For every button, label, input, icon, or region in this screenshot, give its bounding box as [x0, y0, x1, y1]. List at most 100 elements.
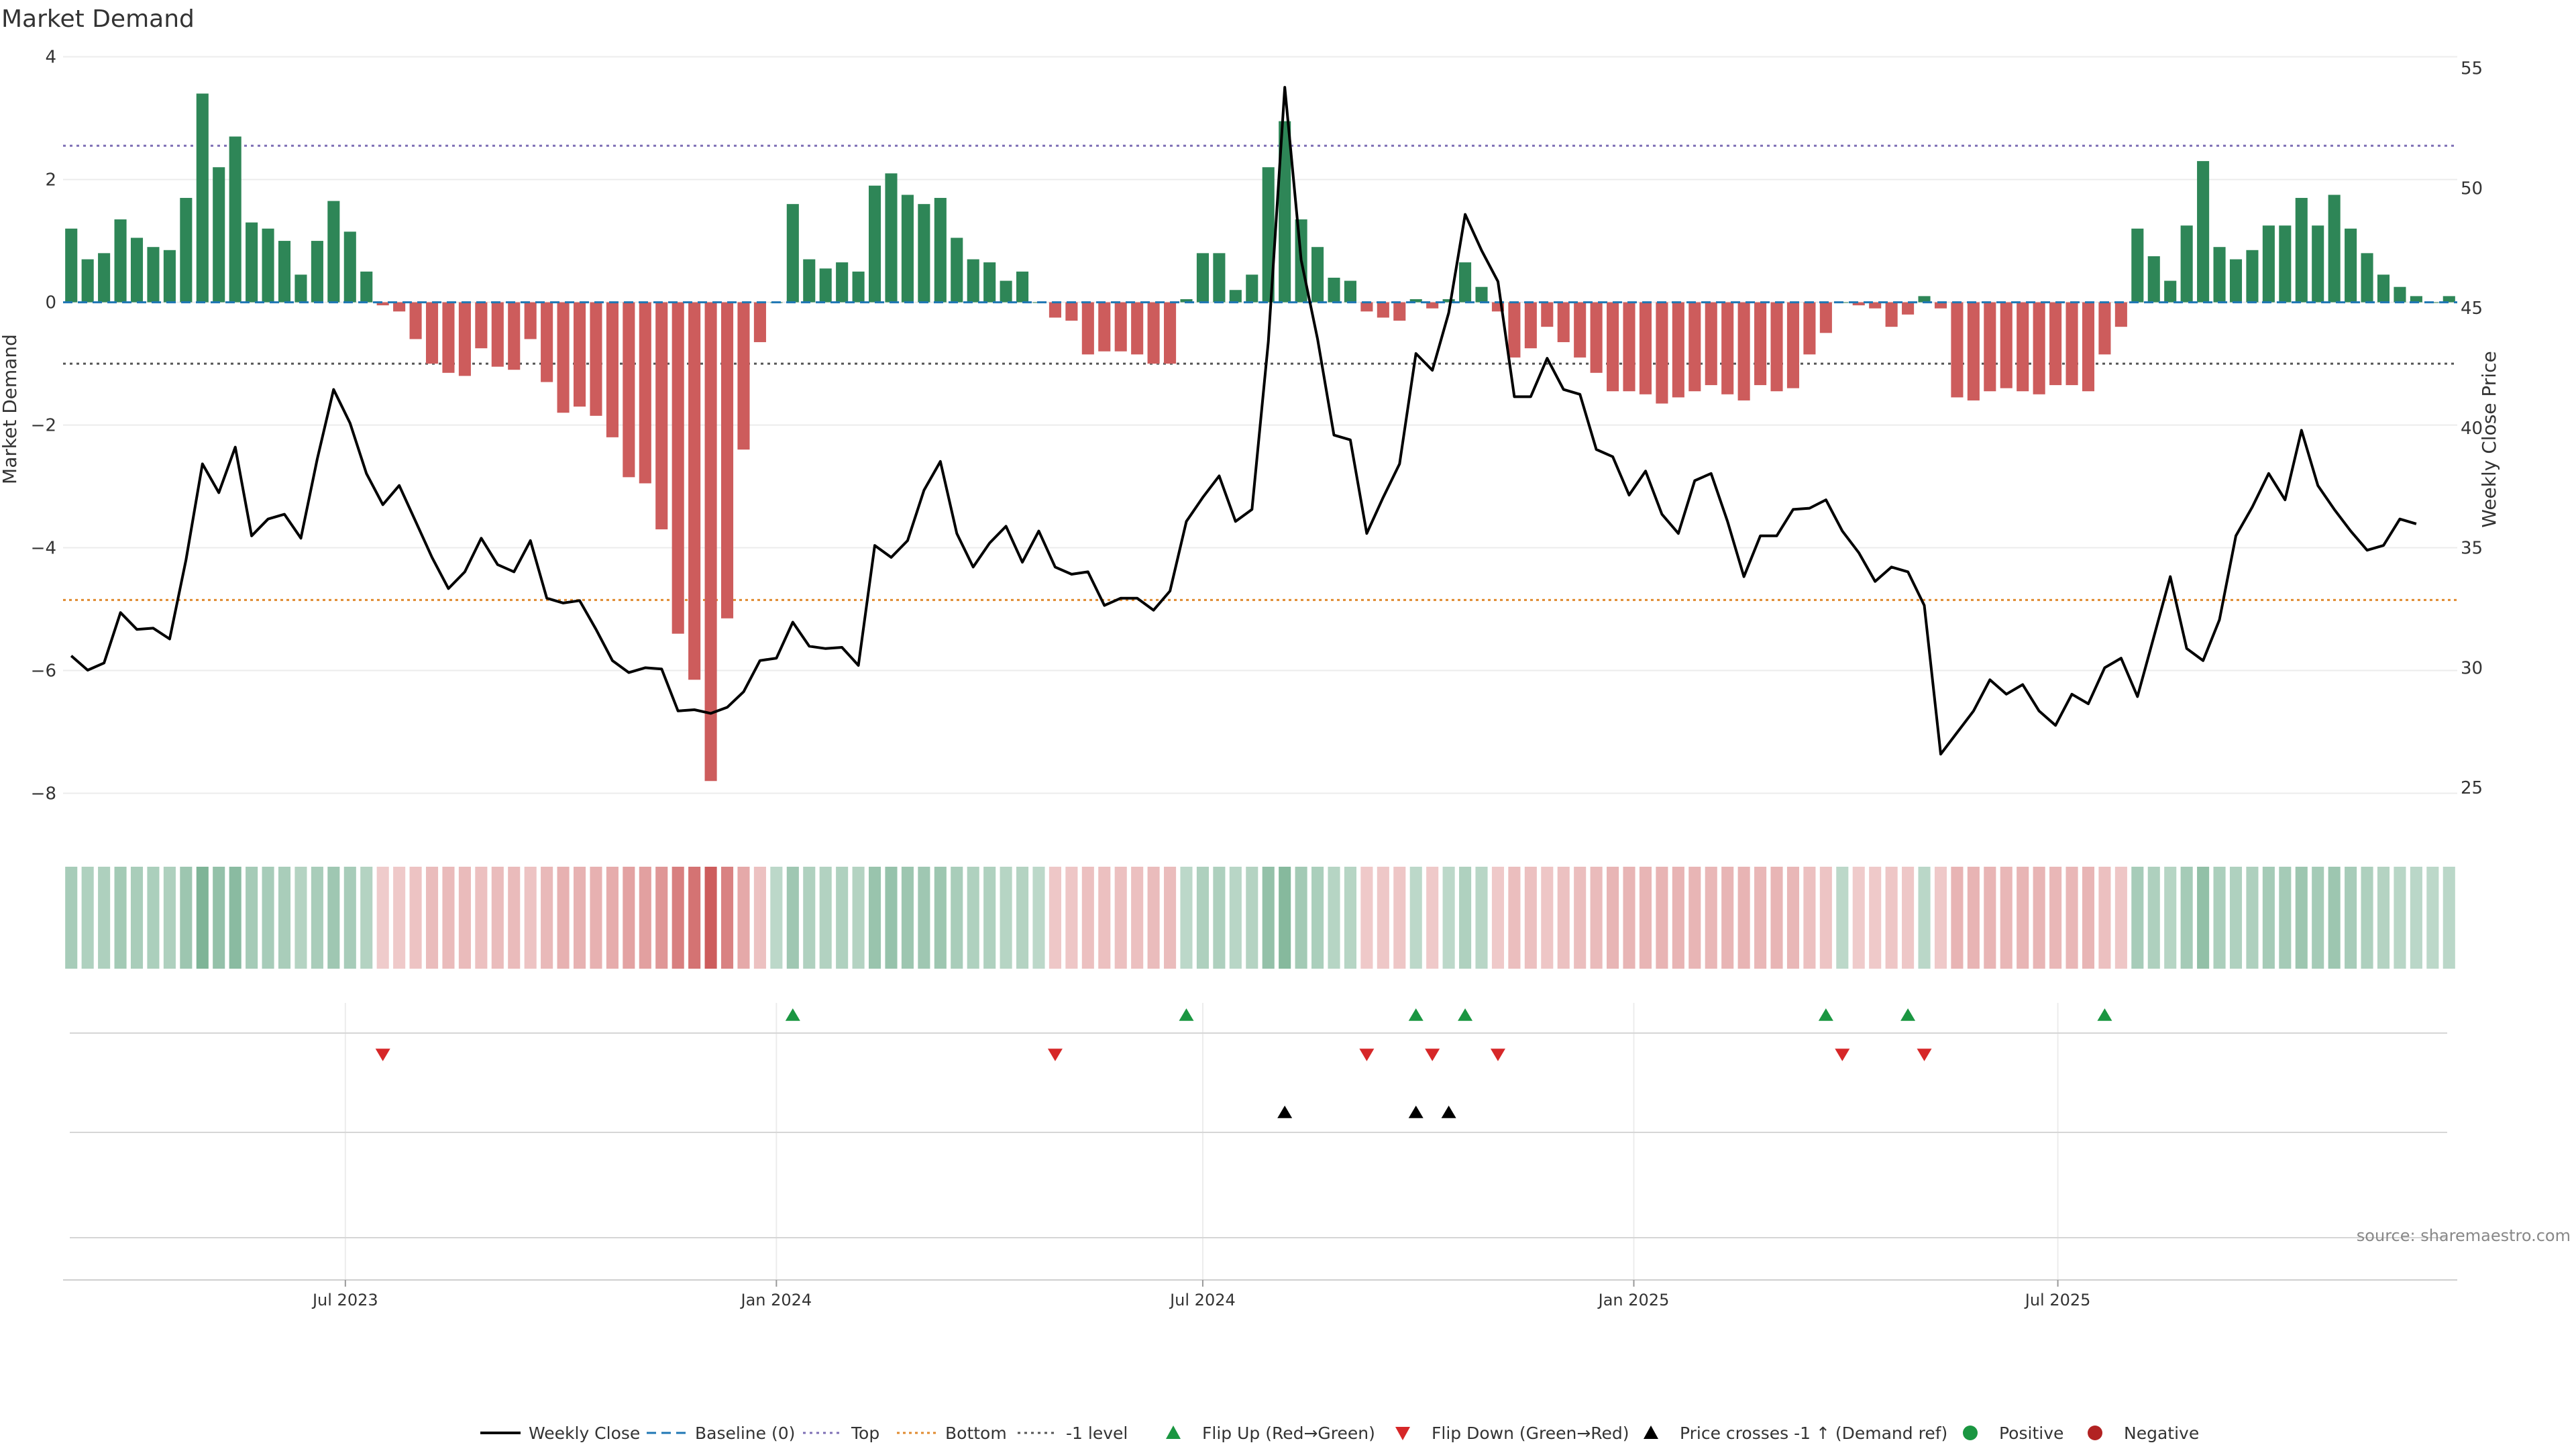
strip-cell	[1180, 867, 1193, 969]
demand-bar	[606, 302, 619, 437]
demand-bar	[639, 302, 651, 484]
strip-cell	[508, 867, 521, 969]
demand-bar	[1098, 302, 1111, 352]
demand-bar	[213, 167, 225, 303]
strip-cell	[262, 867, 274, 969]
strip-cell	[2246, 867, 2259, 969]
strip-cell	[130, 867, 144, 969]
source-note: source: sharemaestro.com	[2357, 1226, 2571, 1245]
demand-bar	[2213, 247, 2226, 303]
demand-bar	[409, 302, 422, 339]
strip-cell	[2017, 867, 2029, 969]
demand-bar	[803, 259, 816, 303]
demand-bar	[1147, 302, 1160, 364]
legend-swatch	[1644, 1426, 1658, 1439]
strip-cell	[1869, 867, 1882, 969]
strip-cell	[672, 867, 684, 969]
demand-bar	[2262, 225, 2275, 303]
strip-cell	[2197, 867, 2210, 969]
demand-bar	[2017, 302, 2029, 392]
demand-bar	[1590, 302, 1603, 373]
strip-cell	[1934, 867, 1947, 969]
strip-cell	[1737, 867, 1750, 969]
legend-label: Baseline (0)	[695, 1424, 795, 1443]
demand-bar	[2410, 296, 2422, 303]
strip-cell	[836, 867, 849, 969]
y-tick-label: 2	[45, 170, 56, 191]
demand-bar	[918, 204, 930, 303]
strip-cell	[1377, 867, 1389, 969]
demand-bar	[1672, 302, 1684, 398]
flip-up-marker	[1408, 1008, 1424, 1021]
demand-bar	[1000, 280, 1012, 303]
demand-bar	[1360, 302, 1373, 312]
demand-bar	[1786, 302, 1800, 388]
strip-cell	[180, 867, 193, 969]
y2-tick-label: 35	[2461, 539, 2483, 559]
strip-cell	[2443, 867, 2455, 969]
strip-cell	[1229, 867, 1242, 969]
strip-cell	[294, 867, 307, 969]
strip-cell	[2328, 867, 2341, 969]
strip-cell	[524, 867, 537, 969]
strip-cell	[114, 867, 127, 969]
flip-up-marker	[1818, 1008, 1833, 1021]
strip-cell	[1000, 867, 1012, 969]
demand-bar	[541, 302, 553, 382]
strip-cell	[229, 867, 241, 969]
strip-cell	[1524, 867, 1537, 969]
strip-cell	[1623, 867, 1635, 969]
demand-bar	[2377, 274, 2390, 303]
strip-cell	[1459, 867, 1472, 969]
flip-down-marker	[375, 1049, 390, 1061]
legend-label: Bottom	[945, 1424, 1007, 1443]
strip-cell	[1049, 867, 1061, 969]
legend-item: Bottom	[897, 1424, 1007, 1443]
strip-cell	[327, 867, 340, 969]
strip-cell	[1590, 867, 1603, 969]
demand-bar	[1016, 271, 1029, 303]
demand-bar	[1409, 299, 1422, 303]
demand-bar	[557, 302, 570, 413]
demand-bar	[1164, 302, 1177, 364]
demand-bar	[2180, 225, 2193, 303]
strip-cell	[1344, 867, 1356, 969]
strip-cell	[1246, 867, 1258, 969]
demand-bar	[1180, 299, 1193, 303]
demand-bar	[1541, 302, 1554, 327]
strip-cell	[65, 867, 78, 969]
demand-bar	[1081, 302, 1094, 355]
demand-bar	[196, 93, 209, 303]
strip-cell	[934, 867, 947, 969]
price-line-layer	[70, 86, 2417, 756]
price-cross-marker	[1277, 1106, 1293, 1118]
strip-cell	[360, 867, 373, 969]
demand-bar	[983, 262, 996, 303]
demand-bar	[836, 262, 849, 303]
y-tick-label: −4	[31, 539, 56, 559]
demand-bar	[2312, 225, 2324, 303]
demand-bar	[868, 185, 881, 303]
demand-bar	[393, 302, 406, 312]
demand-bar	[2147, 256, 2160, 303]
demand-bar	[1065, 302, 1078, 321]
demand-bar	[1770, 302, 1783, 392]
flip-down-marker	[1047, 1049, 1063, 1061]
demand-bar	[1754, 302, 1767, 386]
strip-cell	[1032, 867, 1045, 969]
strip-cell	[1951, 867, 1964, 969]
strip-cell	[2295, 867, 2308, 969]
strip-cell	[885, 867, 898, 969]
demand-bar	[2197, 161, 2210, 303]
demand-bar	[2049, 302, 2062, 386]
legend-item: -1 level	[1018, 1424, 1128, 1443]
legend-item: Top	[803, 1424, 879, 1443]
strip-cell	[655, 867, 668, 969]
strip-cell	[425, 867, 439, 969]
demand-bar	[2394, 286, 2406, 303]
demand-bar	[1737, 302, 1750, 400]
demand-bar	[786, 204, 799, 303]
legend-item: Flip Up (Red→Green)	[1166, 1424, 1375, 1443]
demand-bar	[360, 271, 373, 303]
demand-bar	[901, 195, 914, 303]
